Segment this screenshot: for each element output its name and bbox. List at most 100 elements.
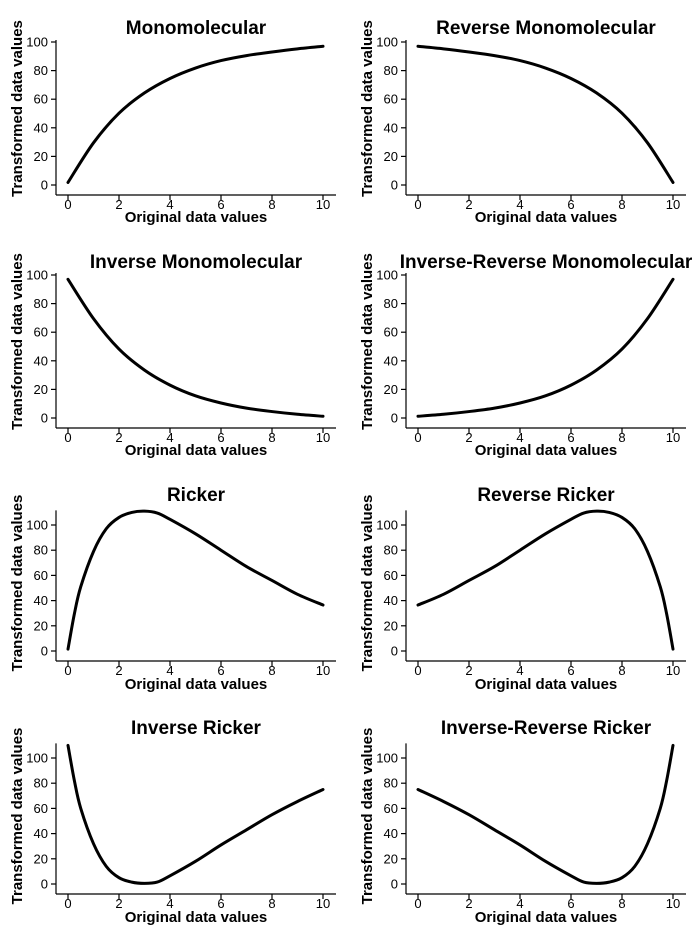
x-tick-label: 10 xyxy=(316,197,330,212)
y-tick-label: 80 xyxy=(34,776,48,791)
chart-title: Inverse Monomolecular xyxy=(90,252,303,273)
x-tick-label: 4 xyxy=(166,197,173,212)
series-line xyxy=(416,277,675,418)
x-tick-label: 2 xyxy=(465,430,472,445)
x-tick-label: 6 xyxy=(217,197,224,212)
chart-title: Inverse-Reverse Monomolecular xyxy=(400,252,693,273)
y-tick-label: 0 xyxy=(391,178,398,193)
chart-title: Reverse Monomolecular xyxy=(436,18,656,39)
chart-panel: Ricker 0 20 40 60 80 100 0 2 4 6 8 10 Original data v… xyxy=(9,485,336,693)
x-tick-label: 4 xyxy=(166,663,173,678)
x-tick-label: 10 xyxy=(666,896,680,911)
y-tick-label: 40 xyxy=(384,826,398,841)
x-tick-label: 8 xyxy=(268,663,275,678)
series-line xyxy=(416,743,675,885)
chart-panel: Inverse Monomolecular 0 20 40 60 80 100 0 2 4 6 8 10… xyxy=(9,252,336,459)
y-tick-label: 100 xyxy=(26,518,48,533)
x-tick-label: 8 xyxy=(618,896,625,911)
y-tick-label: 20 xyxy=(34,618,48,633)
y-tick-label: 100 xyxy=(376,268,398,283)
y-tick-label: 0 xyxy=(391,877,398,892)
series-line xyxy=(416,44,675,184)
x-tick-label: 4 xyxy=(516,896,523,911)
y-tick-label: 100 xyxy=(376,35,398,50)
y-tick-label: 60 xyxy=(34,568,48,583)
x-tick-label: 0 xyxy=(414,197,421,212)
series-line xyxy=(66,509,325,651)
x-tick-label: 4 xyxy=(516,197,523,212)
x-tick-label: 6 xyxy=(567,197,574,212)
x-tick-label: 8 xyxy=(618,663,625,678)
x-tick-label: 10 xyxy=(666,430,680,445)
x-tick-label: 0 xyxy=(64,197,71,212)
y-tick-label: 100 xyxy=(376,751,398,766)
x-tick-label: 6 xyxy=(567,896,574,911)
x-tick-label: 6 xyxy=(217,430,224,445)
x-axis-label: Original data values xyxy=(125,209,268,226)
y-tick-label: 60 xyxy=(34,801,48,816)
x-tick-label: 10 xyxy=(666,197,680,212)
y-axis-label: Transformed data values xyxy=(9,253,26,430)
x-tick-label: 2 xyxy=(115,896,122,911)
chart-title: Monomolecular xyxy=(126,18,267,39)
x-tick-label: 0 xyxy=(414,430,421,445)
chart-panel: Inverse Ricker 0 20 40 60 80 100 0 2 4 6 8 10 Origina… xyxy=(9,718,336,926)
x-axis-label: Original data values xyxy=(475,209,618,226)
series-line xyxy=(66,743,325,885)
x-tick-label: 0 xyxy=(414,663,421,678)
x-tick-label: 2 xyxy=(115,663,122,678)
y-tick-label: 100 xyxy=(26,268,48,283)
y-tick-label: 40 xyxy=(34,120,48,135)
y-tick-label: 0 xyxy=(41,178,48,193)
x-tick-label: 0 xyxy=(64,663,71,678)
y-axis-label: Transformed data values xyxy=(359,20,376,197)
x-tick-label: 8 xyxy=(618,430,625,445)
y-tick-label: 100 xyxy=(26,751,48,766)
x-tick-label: 10 xyxy=(316,896,330,911)
x-tick-label: 8 xyxy=(268,896,275,911)
x-tick-label: 8 xyxy=(268,430,275,445)
x-tick-label: 2 xyxy=(115,197,122,212)
chart-title: Ricker xyxy=(167,485,226,506)
x-tick-label: 0 xyxy=(414,896,421,911)
y-tick-label: 80 xyxy=(34,63,48,78)
series-line xyxy=(66,44,325,184)
y-axis-label: Transformed data values xyxy=(9,20,26,197)
y-tick-label: 60 xyxy=(384,568,398,583)
x-tick-label: 4 xyxy=(516,663,523,678)
y-tick-label: 40 xyxy=(34,353,48,368)
y-tick-label: 0 xyxy=(391,411,398,426)
chart-panel: Inverse-Reverse Monomolecular02040608010… xyxy=(359,252,693,459)
chart-panel: Reverse Monomolecular 0 20 40 60 80 100 0 2 4 6 8 10… xyxy=(359,18,686,226)
chart-panel: Inverse-Reverse Ricker 0 20 40 60 80 100 0 2 4 6 8 1… xyxy=(359,718,686,926)
x-axis-label: Original data values xyxy=(125,909,268,926)
y-axis-label: Transformed data values xyxy=(9,495,26,672)
y-tick-label: 40 xyxy=(34,593,48,608)
y-tick-label: 80 xyxy=(34,296,48,311)
series-line xyxy=(416,509,675,651)
series-line xyxy=(66,277,325,418)
x-tick-label: 2 xyxy=(465,896,472,911)
x-tick-label: 10 xyxy=(666,663,680,678)
y-tick-label: 20 xyxy=(34,382,48,397)
x-tick-label: 0 xyxy=(64,896,71,911)
y-tick-label: 0 xyxy=(391,644,398,659)
y-tick-label: 40 xyxy=(34,826,48,841)
chart-title: Reverse Ricker xyxy=(477,485,615,506)
y-tick-label: 0 xyxy=(41,411,48,426)
x-tick-label: 8 xyxy=(268,197,275,212)
x-tick-label: 2 xyxy=(465,197,472,212)
y-axis-label: Transformed data values xyxy=(359,253,376,430)
x-tick-label: 6 xyxy=(217,663,224,678)
y-tick-label: 40 xyxy=(384,120,398,135)
x-axis-label: Original data values xyxy=(125,442,268,459)
y-tick-label: 20 xyxy=(384,618,398,633)
chart-panel: Monomolecular 0 20 40 60 80 100 0 2 4 6 8 10 Original… xyxy=(9,18,336,226)
y-tick-label: 100 xyxy=(376,518,398,533)
x-axis-label: Original data values xyxy=(475,442,618,459)
x-axis-label: Original data values xyxy=(475,909,618,926)
y-tick-label: 80 xyxy=(384,296,398,311)
x-tick-label: 0 xyxy=(64,430,71,445)
x-tick-label: 4 xyxy=(166,896,173,911)
